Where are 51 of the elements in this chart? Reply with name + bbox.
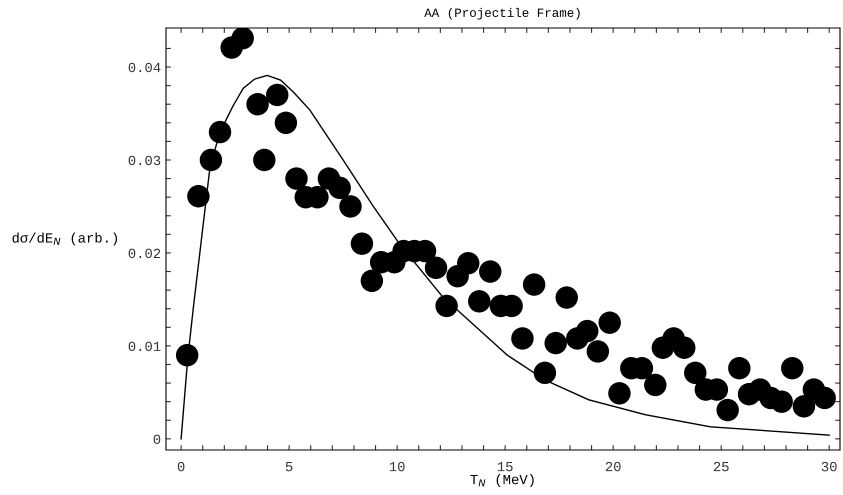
x-tick-label: 15 [498, 462, 513, 472]
point [586, 340, 610, 363]
point [556, 286, 578, 309]
x-tick-label: 30 [822, 462, 837, 472]
point [360, 270, 384, 292]
point [511, 327, 534, 350]
point [684, 362, 706, 384]
point [608, 382, 631, 404]
point [598, 311, 621, 334]
point [328, 176, 351, 200]
y-axis-title: dσ/dE$_{N}$ (arb.) [12, 232, 118, 246]
point [781, 357, 804, 380]
point [544, 332, 567, 354]
x-tick-label: 5 [286, 462, 292, 472]
point [522, 273, 546, 296]
point [187, 185, 210, 208]
y-tick-label: 0.01 [128, 342, 160, 352]
point [266, 84, 288, 106]
point [576, 320, 598, 342]
point [728, 357, 751, 380]
point [435, 294, 458, 318]
y-tick-label: 0.04 [128, 62, 160, 72]
x-tick-label: 0 [178, 462, 184, 472]
point [716, 398, 739, 422]
point [350, 232, 374, 255]
point [644, 374, 666, 396]
point [792, 395, 816, 418]
point [285, 167, 308, 190]
point [424, 256, 448, 280]
x-axis-title: T$_{N}$ (MeV) [470, 474, 534, 488]
point [534, 362, 556, 384]
x-tick-label: 25 [714, 462, 729, 472]
point [246, 93, 269, 116]
chart-title: AA (Projectile Frame) [424, 8, 580, 20]
point [208, 120, 232, 144]
y-tick-label: 0.03 [128, 156, 160, 166]
point [673, 336, 696, 359]
point [468, 290, 490, 312]
point [813, 386, 836, 410]
point [339, 195, 362, 218]
y-tick-label: 0.02 [128, 248, 160, 258]
x-tick-label: 10 [390, 462, 405, 472]
point [479, 260, 502, 283]
point [253, 148, 276, 172]
y-tick-label: 0 [154, 434, 160, 444]
point [200, 148, 222, 172]
point [176, 344, 198, 366]
point [231, 28, 254, 50]
point [274, 112, 298, 134]
x-tick-label: 20 [606, 462, 621, 472]
point [457, 252, 480, 274]
